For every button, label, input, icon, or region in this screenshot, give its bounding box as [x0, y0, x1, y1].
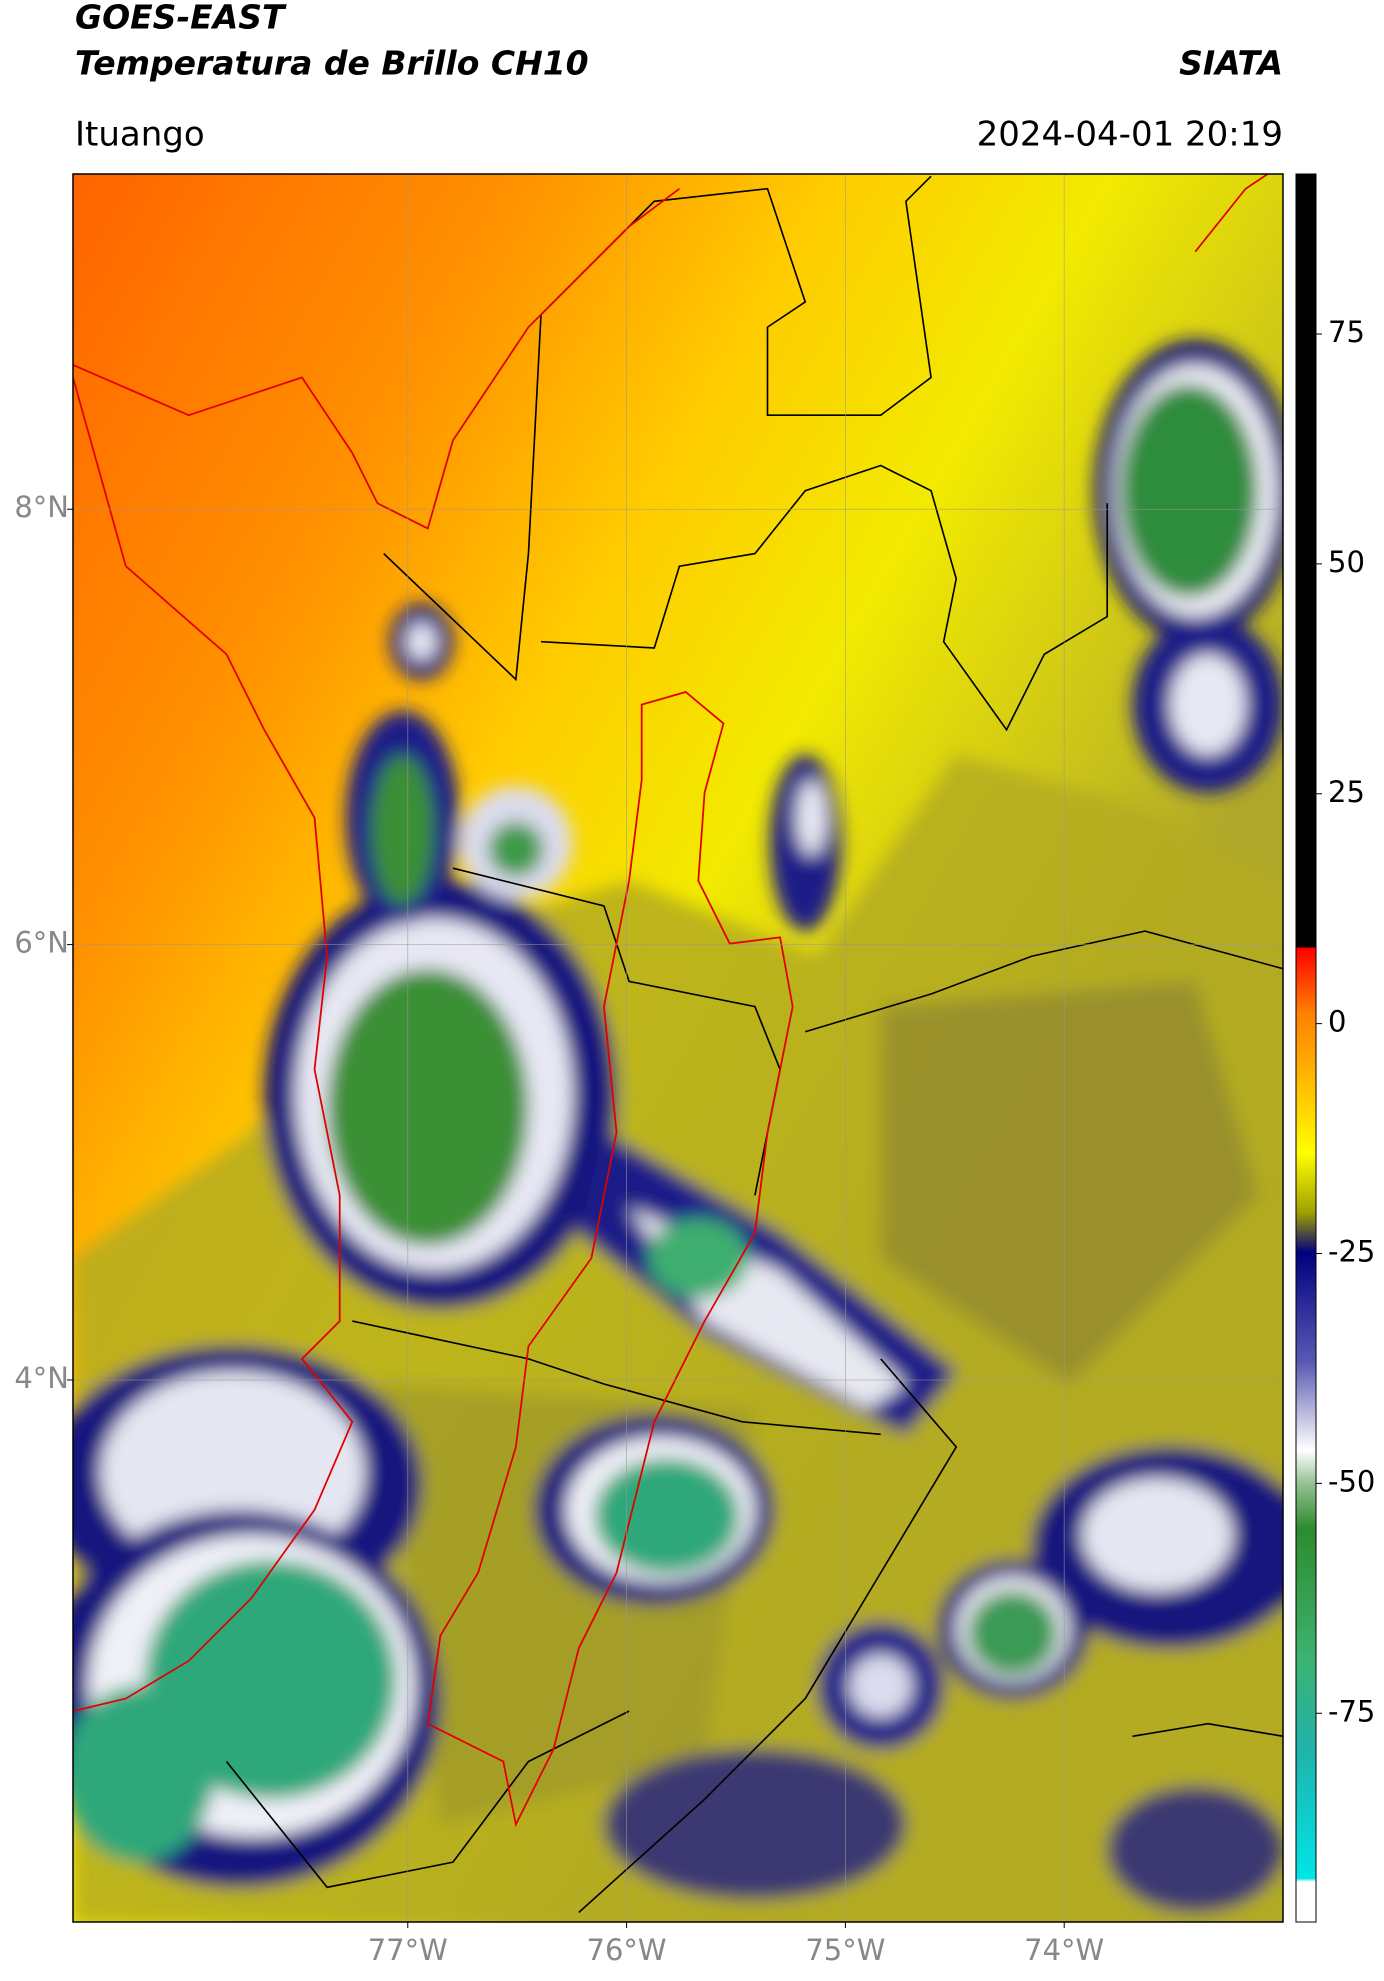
colorbar-tick-label: -50: [1328, 1464, 1375, 1498]
colorbar: [1295, 173, 1317, 1923]
colorbar-tick-label: 25: [1328, 775, 1365, 809]
x-tick-label: 74°W: [1024, 1933, 1104, 1967]
satellite-image: [73, 174, 1283, 1922]
subtitle: Temperatura de Brillo CH10: [75, 44, 589, 83]
colorbar-tick-label: 75: [1328, 315, 1365, 349]
colorbar-tick-label: -25: [1328, 1235, 1375, 1269]
y-tick-label: 8°N: [14, 490, 69, 524]
y-tick-label: 4°N: [14, 1361, 69, 1395]
colorbar-tick-label: 50: [1328, 545, 1365, 579]
x-tick-label: 75°W: [805, 1933, 885, 1967]
x-tick-label: 77°W: [368, 1933, 448, 1967]
location: Ituango: [75, 115, 205, 155]
timestamp: 2024-04-01 20:19: [977, 115, 1283, 155]
y-tick-label: 6°N: [14, 926, 69, 960]
title: GOES-EAST: [75, 0, 287, 37]
colorbar-tick-label: 0: [1328, 1005, 1346, 1039]
brand: SIATA: [1179, 44, 1283, 83]
map-frame: [72, 173, 1284, 1923]
x-tick-label: 76°W: [587, 1933, 667, 1967]
colorbar-tick-label: -75: [1328, 1694, 1375, 1728]
